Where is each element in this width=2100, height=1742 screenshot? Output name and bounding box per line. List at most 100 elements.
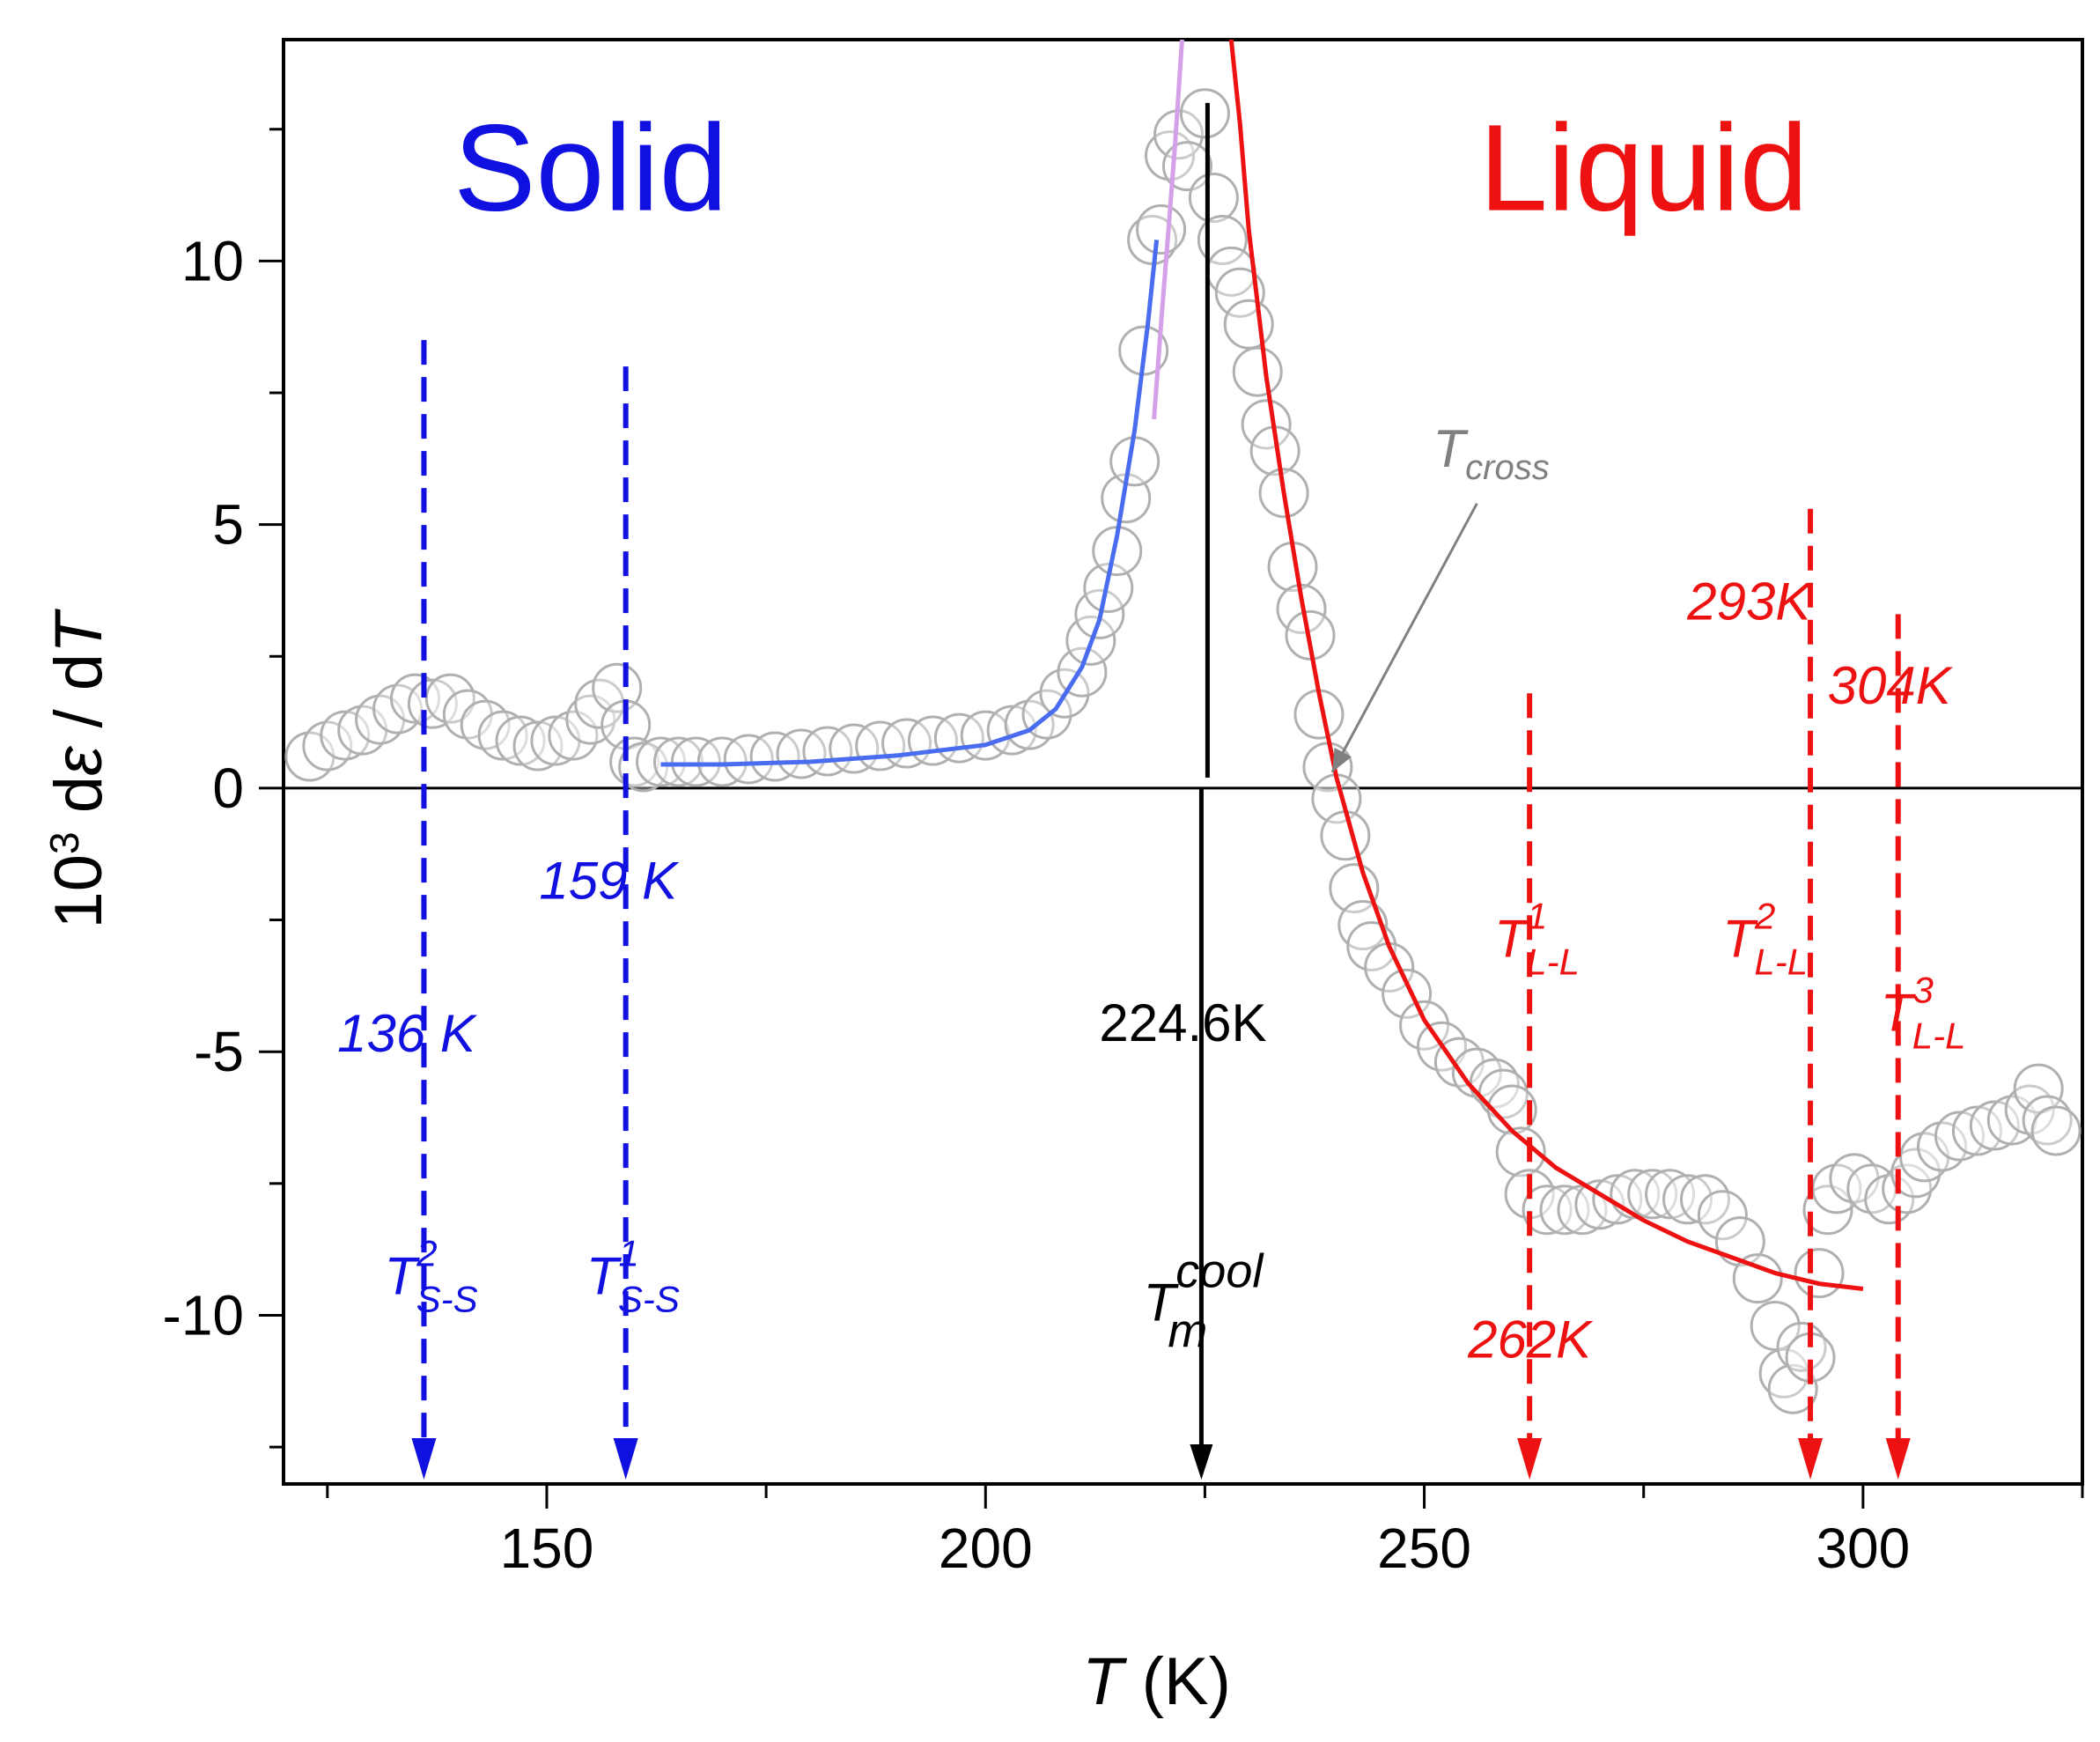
x-tick-label: 250	[1377, 1517, 1471, 1580]
transition-arrowhead	[1885, 1438, 1911, 1480]
transition-symbol-base: T	[586, 1247, 623, 1306]
data-point	[1697, 1190, 1748, 1241]
transition-symbol-sub: L-L	[1526, 941, 1580, 982]
melt-value-label: 224.6K	[1099, 993, 1266, 1052]
data-point	[749, 731, 800, 782]
transition-value-label: 293K	[1686, 572, 1813, 631]
data-point	[723, 734, 774, 785]
y-axis-epsilon: ε	[41, 745, 116, 776]
transition-symbol-sub: L-L	[1912, 1015, 1966, 1056]
solid-fit-tail-curve	[1152, 40, 1184, 420]
plot-area	[259, 38, 2084, 1509]
transition-symbol-base: T	[1494, 909, 1530, 968]
data-point	[389, 673, 440, 724]
transition-symbol-sup: 2	[416, 1233, 437, 1274]
data-point	[2013, 1063, 2064, 1114]
transition-symbol-sup: 3	[1912, 969, 1933, 1010]
transition-symbol-sup: 1	[618, 1233, 638, 1274]
data-point	[1767, 1363, 1818, 1414]
transition-symbol: T3 L-L	[1881, 969, 1966, 1056]
data-layer	[284, 40, 2082, 1414]
data-point	[652, 736, 704, 787]
data-point	[1890, 1148, 1942, 1199]
transition-value-label: 304K	[1828, 656, 1954, 715]
data-point	[670, 736, 721, 787]
y-tick-label: 10	[181, 229, 244, 292]
transition-symbol: T1 S-S	[586, 1233, 680, 1320]
x-tick-label: 300	[1816, 1517, 1910, 1580]
transition-arrowhead	[411, 1438, 437, 1480]
data-point	[1522, 1185, 1573, 1236]
liquid-fit-curve	[1228, 40, 1864, 1291]
y-axis-prefix: 10	[41, 854, 116, 929]
y-axis-exponent: 3	[41, 831, 87, 854]
y-axis-title: 103 dε / dT	[41, 609, 116, 929]
data-point	[609, 736, 660, 787]
transition-value-label: 159 K	[539, 852, 680, 911]
solid-fit-curve	[660, 240, 1160, 767]
transition-value-label: 136 K	[337, 1004, 478, 1063]
cross-symbol-base: T	[1433, 419, 1470, 478]
data-point	[592, 662, 643, 713]
y-axis-d: d	[41, 776, 116, 831]
data-point	[2030, 1105, 2082, 1156]
x-axis-unit: (K)	[1124, 1644, 1231, 1719]
data-point	[1495, 1126, 1546, 1177]
transition-arrowhead	[1798, 1438, 1824, 1480]
data-point	[1794, 1248, 1845, 1299]
data-point	[636, 736, 687, 787]
transition-value-label: 262K	[1467, 1310, 1594, 1369]
data-point	[1197, 214, 1248, 265]
melt-symbol-sup: cool	[1175, 1244, 1264, 1297]
transition-symbol-base: T	[1881, 983, 1917, 1042]
data-point	[1320, 810, 1371, 861]
transition-symbol-sup: 2	[1754, 895, 1775, 936]
cross-symbol-sub: cross	[1465, 448, 1550, 487]
x-axis-title: T (K)	[1082, 1644, 1231, 1719]
region-label-liquid: Liquid	[1479, 99, 1809, 237]
cross-label: Tcross	[1433, 419, 1550, 487]
region-label-solid: Solid	[453, 99, 727, 237]
melt-arrowhead	[1190, 1444, 1213, 1480]
y-tick-label: 5	[212, 493, 244, 557]
y-tick-label: -10	[163, 1283, 245, 1347]
y-axis-divider: / d	[41, 653, 116, 747]
data-point	[1732, 1253, 1783, 1304]
x-axis-symbol: T	[1082, 1644, 1127, 1719]
data-point	[1136, 203, 1187, 255]
y-tick-label: 0	[212, 757, 244, 820]
data-point	[1232, 346, 1283, 397]
x-tick-label: 200	[939, 1517, 1033, 1580]
data-point	[1714, 1216, 1765, 1267]
transition-symbol-base: T	[385, 1247, 421, 1306]
y-tick-label: -5	[194, 1020, 244, 1083]
data-point	[1241, 399, 1292, 450]
melt-symbol: Tcool m	[1144, 1244, 1265, 1357]
plot-border	[282, 38, 2084, 1486]
y-axis-symbol: T	[41, 609, 116, 653]
melt-symbol-base: T	[1144, 1273, 1180, 1332]
data-point	[1109, 436, 1161, 487]
data-point	[1223, 299, 1274, 350]
data-point	[1214, 267, 1265, 318]
transition-arrowhead	[613, 1438, 638, 1480]
transition-arrowhead	[1517, 1438, 1543, 1480]
transition-symbol-sub: S-S	[618, 1279, 680, 1320]
melt-symbol-sub: m	[1168, 1304, 1207, 1357]
cross-arrow-line	[1330, 503, 1478, 773]
data-point	[1882, 1163, 1933, 1214]
transition-symbol-sup: 1	[1527, 895, 1547, 936]
transition-symbol-sub: L-L	[1754, 941, 1808, 982]
data-point	[1188, 173, 1239, 224]
x-tick-label: 150	[500, 1517, 594, 1580]
cross-arrowhead	[1331, 747, 1352, 772]
data-point	[776, 728, 827, 779]
transition-symbol: T2 L-L	[1722, 895, 1808, 982]
data-point	[1179, 88, 1230, 139]
data-point	[495, 715, 546, 766]
transition-symbol: T1 L-L	[1494, 895, 1580, 982]
transition-symbol-sub: S-S	[416, 1279, 478, 1320]
transition-symbol: T2 S-S	[385, 1233, 478, 1320]
